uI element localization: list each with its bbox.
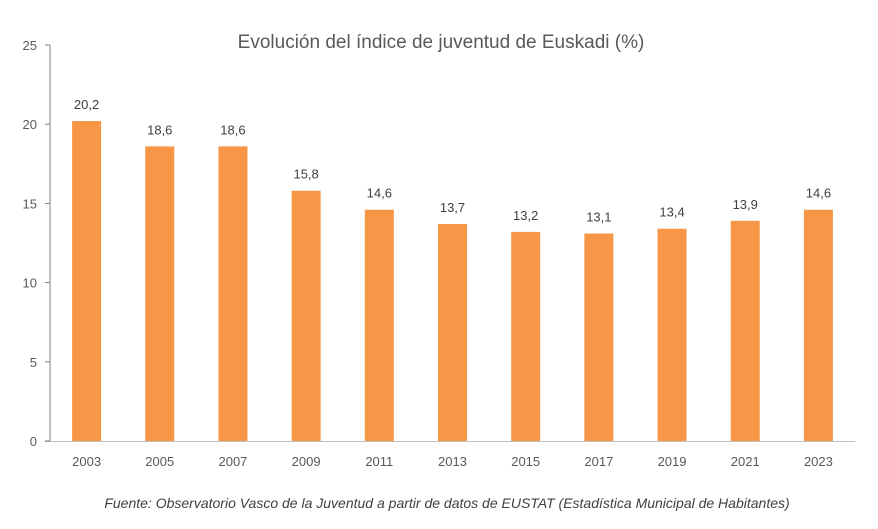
data-label-2007: 18,6 (220, 122, 245, 137)
bar-2021 (730, 220, 760, 441)
y-tick-label: 20 (23, 117, 37, 132)
data-label-2015: 13,2 (513, 208, 538, 223)
x-tick-label: 2013 (438, 454, 467, 469)
bar-2019 (657, 228, 687, 441)
data-label-2009: 15,8 (293, 167, 318, 182)
bar-2007 (218, 146, 248, 441)
y-tick-label: 15 (23, 196, 37, 211)
x-tick-label: 2003 (72, 454, 101, 469)
bar-2015 (511, 231, 541, 441)
source-note: Fuente: Observatorio Vasco de la Juventu… (104, 495, 789, 511)
y-tick-label: 25 (23, 38, 37, 53)
chart-title: Evolución del índice de juventud de Eusk… (238, 32, 645, 53)
x-tick-label: 2023 (804, 454, 833, 469)
data-label-2021: 13,9 (733, 197, 758, 212)
x-tick-label: 2021 (731, 454, 760, 469)
x-tick-label: 2007 (218, 454, 247, 469)
bar-2003 (72, 121, 102, 442)
data-label-2013: 13,7 (440, 200, 465, 215)
data-label-2003: 20,2 (74, 97, 99, 112)
bar-2011 (364, 209, 394, 441)
bar-2009 (291, 190, 321, 441)
bar-2005 (145, 146, 175, 441)
data-label-2017: 13,1 (586, 209, 611, 224)
x-tick-label: 2019 (658, 454, 687, 469)
data-label-2019: 13,4 (659, 205, 684, 220)
data-label-2011: 14,6 (367, 186, 392, 201)
x-tick-label: 2005 (145, 454, 174, 469)
y-tick-label: 5 (30, 355, 37, 370)
x-tick-label: 2017 (584, 454, 613, 469)
y-tick-label: 10 (23, 276, 37, 291)
x-tick-label: 2009 (292, 454, 321, 469)
bar-2017 (584, 233, 614, 441)
x-tick-label: 2011 (365, 454, 393, 469)
y-tick-label: 0 (30, 434, 37, 449)
data-label-2023: 14,6 (806, 186, 831, 201)
x-tick-label: 2015 (511, 454, 540, 469)
data-label-2005: 18,6 (147, 122, 172, 137)
bar-2013 (438, 223, 467, 441)
bar-2023 (803, 209, 833, 441)
